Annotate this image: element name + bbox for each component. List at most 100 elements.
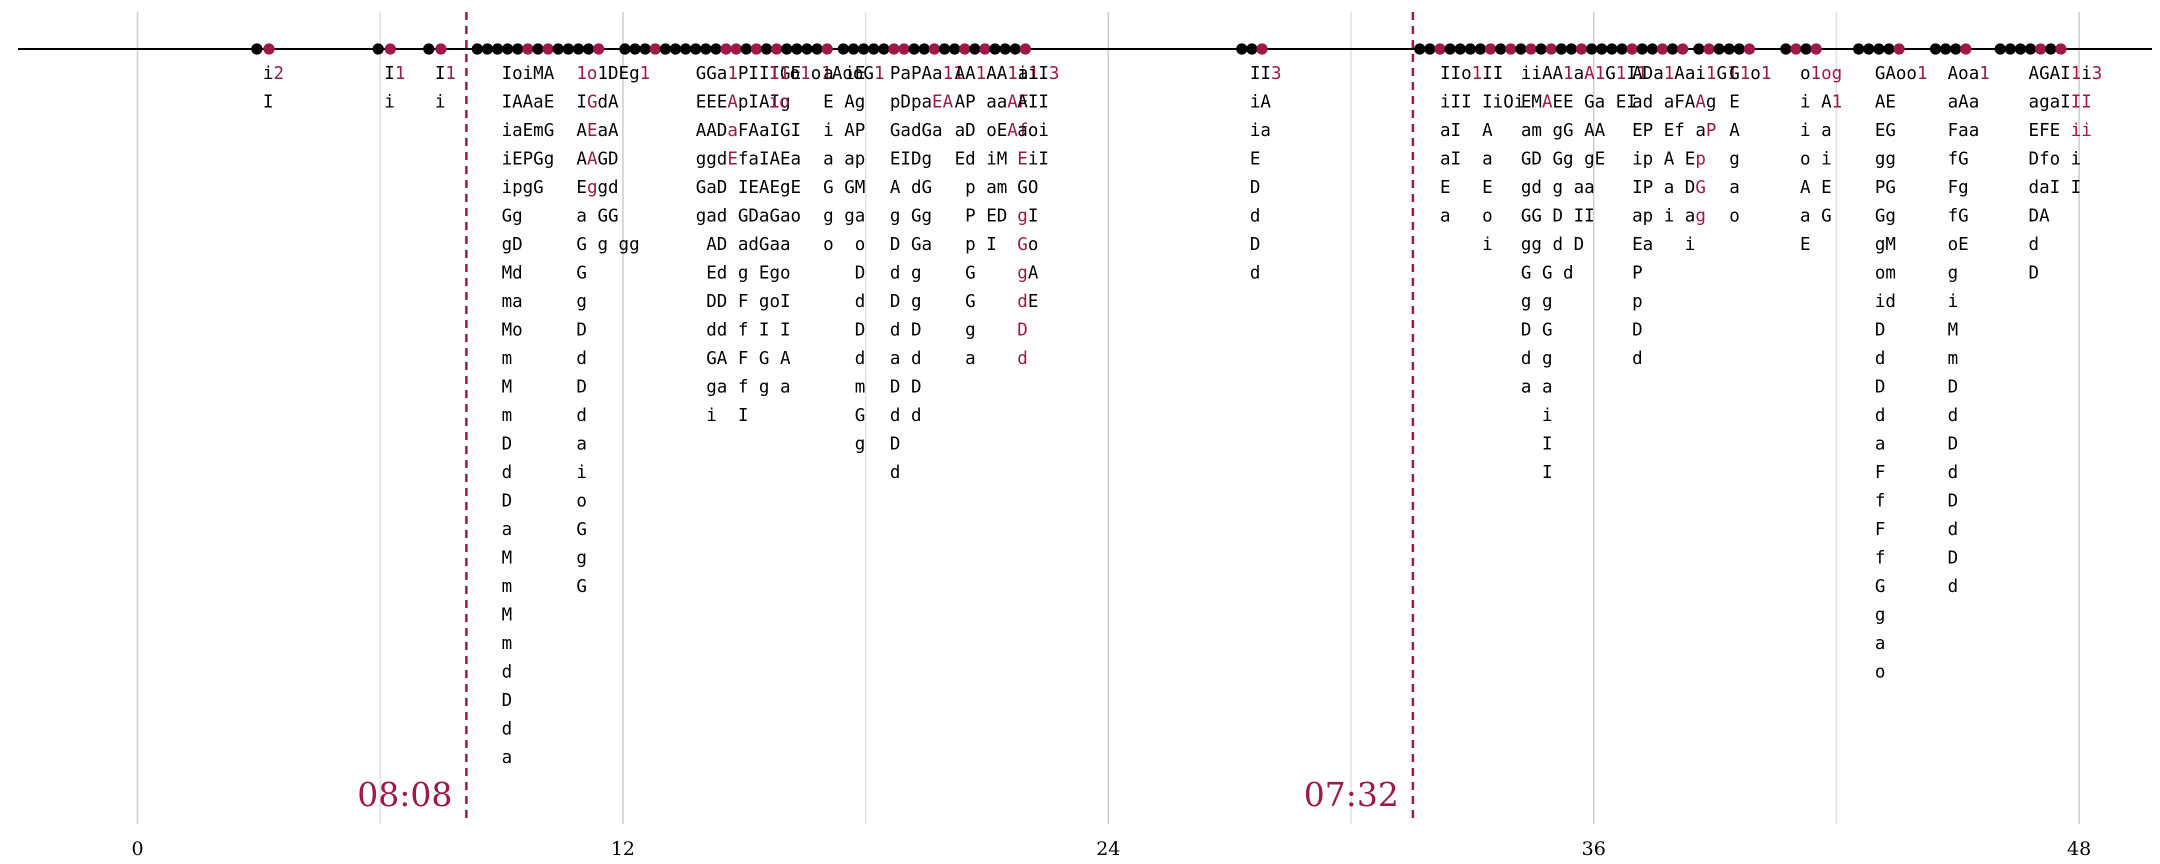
event-point	[1929, 43, 1942, 55]
label-segment: 1	[821, 64, 832, 84]
label-segment: i	[435, 93, 446, 113]
label-segment: E	[1028, 292, 1039, 312]
event-label-line: M	[502, 378, 513, 398]
event-label-line: a	[576, 435, 587, 455]
x-tick-label: 0	[131, 838, 143, 860]
label-segment: 1	[1616, 64, 1627, 84]
label-segment: aAa	[1948, 93, 1980, 113]
event-label-line: d	[502, 720, 513, 740]
event-label-line: fG	[1948, 207, 1969, 227]
event-point	[649, 43, 661, 55]
event-point	[969, 43, 981, 55]
label-segment: I	[384, 64, 395, 84]
event-label-line: G	[576, 577, 587, 597]
label-segment: g	[955, 321, 976, 341]
event-point	[791, 43, 803, 55]
label-segment: AAD	[696, 121, 728, 141]
event-label-line: D	[502, 492, 513, 512]
event-label-line: Gg	[502, 207, 523, 227]
label-segment: AooG	[832, 64, 874, 84]
event-label-line: gd g aa	[1521, 178, 1595, 198]
label-segment: a	[727, 121, 738, 141]
label-segment: a	[502, 748, 513, 768]
event-label-line: D	[1948, 435, 1959, 455]
event-label-line: d	[1250, 207, 1261, 227]
event-label-line: pDpaEA	[890, 93, 954, 113]
label-segment: D	[502, 691, 513, 711]
label-segment: d	[1875, 349, 1886, 369]
label-segment: I	[1626, 64, 1637, 84]
event-label-line: ggdEfaIAEa	[696, 150, 801, 170]
label-segment: Aoa	[1948, 64, 1980, 84]
label-segment: g	[1017, 207, 1028, 227]
event-label-line: m	[502, 577, 513, 597]
event-label-line: a ap	[823, 150, 865, 170]
label-segment: d	[1017, 349, 1028, 369]
label-segment: G GM	[823, 178, 865, 198]
event-point	[781, 43, 793, 55]
label-segment: i	[2081, 64, 2092, 84]
label-segment: E	[576, 178, 587, 198]
event-label-line: o	[1729, 207, 1740, 227]
event-point	[1723, 43, 1735, 55]
event-label-line: d	[1948, 406, 1959, 426]
label-segment: I	[435, 64, 446, 84]
event-point	[532, 43, 544, 55]
event-label-line: Eggd	[576, 178, 618, 198]
event-label-line: g	[1948, 264, 1959, 284]
label-segment: 1	[1563, 64, 1574, 84]
label-segment: m	[502, 577, 513, 597]
event-label-line: Ed g Ego	[696, 264, 791, 284]
event-point	[1424, 43, 1436, 55]
event-point	[1873, 43, 1885, 55]
label-segment: G	[576, 264, 587, 284]
label-segment: IAAaE	[502, 93, 555, 113]
event-label-line: EMAEE Ga EI	[1521, 93, 1637, 113]
label-segment: a ap	[823, 150, 865, 170]
event-label-line: aD oEAf	[955, 121, 1029, 141]
label-segment: o	[1875, 663, 1886, 683]
event-label-line: GGa1PIIIGE	[696, 64, 801, 84]
event-point	[1019, 43, 1031, 55]
label-segment: G	[1017, 235, 1028, 255]
label-segment: a G	[1800, 207, 1832, 227]
event-point	[1940, 43, 1952, 55]
event-label-line: o	[1875, 663, 1886, 683]
label-segment: M	[1948, 321, 1959, 341]
event-label-line: daI I	[2029, 178, 2082, 198]
event-point	[1515, 43, 1527, 55]
event-label-line: G g gg	[576, 235, 639, 255]
label-segment: ad aFA	[1632, 93, 1696, 113]
event-label-line: a G	[1800, 207, 1832, 227]
event-label-line: d	[1948, 463, 1959, 483]
label-segment: g	[1948, 264, 1959, 284]
label-segment: D G	[1521, 321, 1553, 341]
label-segment: g	[823, 435, 865, 455]
label-segment: D	[576, 378, 587, 398]
label-segment: Ed iM	[955, 150, 1008, 170]
event-point	[771, 43, 783, 55]
event-label-line: g	[576, 292, 587, 312]
label-segment: iII IiOi	[1440, 93, 1524, 113]
event-label-line: Md	[502, 264, 523, 284]
event-label-line: a iE	[823, 64, 865, 84]
event-label-line: gI	[1017, 207, 1038, 227]
label-segment: a	[1729, 178, 1740, 198]
label-segment: GAoo	[1875, 64, 1917, 84]
event-point	[2035, 43, 2047, 55]
event-point	[562, 43, 574, 55]
label-segment: A	[1729, 121, 1740, 141]
label-segment: d	[1017, 292, 1028, 312]
event-label-line: ga f g a	[696, 378, 791, 398]
event-label-line: Faa	[1948, 121, 1980, 141]
label-segment: PaPAa	[890, 64, 943, 84]
event-label-line: F	[1875, 520, 1886, 540]
event-label-line: II3	[1250, 64, 1282, 84]
label-segment: d	[1948, 406, 1959, 426]
event-label-line: AGAI1i3	[2029, 64, 2103, 84]
label-segment: m	[502, 634, 513, 654]
event-point	[989, 43, 1001, 55]
label-segment: P	[1632, 264, 1643, 284]
event-point	[1666, 43, 1679, 55]
event-point	[542, 43, 554, 55]
